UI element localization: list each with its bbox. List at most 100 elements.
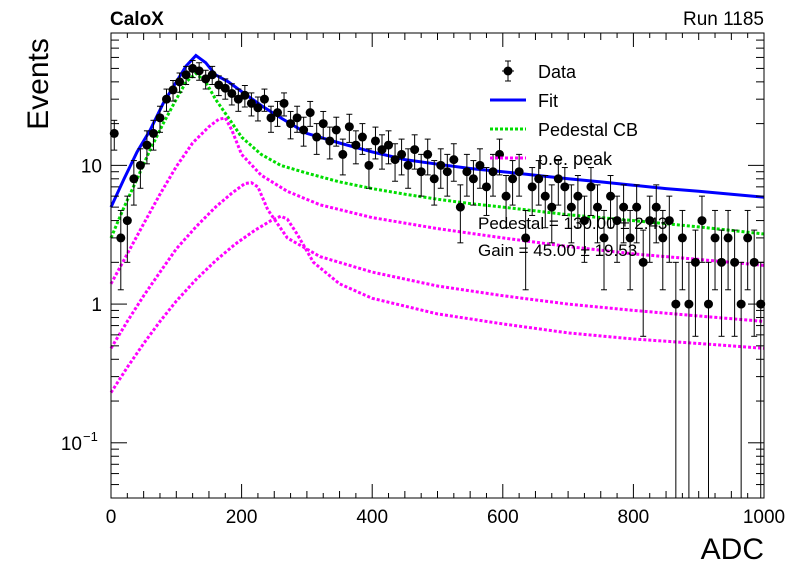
data-point <box>455 184 465 244</box>
data-point <box>266 105 276 133</box>
data-point <box>573 175 583 229</box>
data-point <box>508 160 518 206</box>
legend-entry: Data <box>502 60 577 82</box>
data-point <box>279 92 289 117</box>
data-point <box>142 130 152 165</box>
data-point <box>592 184 602 244</box>
data-point <box>553 160 563 206</box>
data-point <box>579 195 589 263</box>
data-point <box>175 72 185 93</box>
series-curve-5 <box>109 214 765 394</box>
data-point <box>710 209 720 291</box>
data-point <box>658 209 668 291</box>
chart-title-right: Run 1185 <box>683 9 764 30</box>
data-point <box>312 123 322 155</box>
data-point <box>292 105 302 133</box>
data-point <box>344 113 354 143</box>
y-tick-exponent: −1 <box>83 429 98 444</box>
data-point <box>436 148 446 189</box>
data-point <box>273 100 283 127</box>
legend-label: p.e. peak <box>538 149 613 169</box>
data-point <box>220 78 230 100</box>
data-point <box>122 195 132 263</box>
legend-label: Pedestal CB <box>538 120 638 140</box>
data-point <box>645 195 655 263</box>
data-point <box>540 175 550 229</box>
data-point <box>338 138 348 176</box>
data-point <box>501 175 511 229</box>
data-point <box>684 261 694 499</box>
data-point <box>703 261 713 499</box>
data-point <box>129 160 139 206</box>
x-axis-label: ADC <box>701 533 764 566</box>
data-point <box>397 138 407 176</box>
legend: Data Fit Pedestal CB p.e. peak <box>490 60 638 169</box>
legend-label: Data <box>538 62 577 82</box>
data-point <box>162 88 172 112</box>
data-point <box>181 65 191 85</box>
data-point <box>514 153 524 197</box>
data-point <box>135 148 145 189</box>
legend-entry: Fit <box>490 91 558 111</box>
data-point <box>632 184 642 244</box>
data-point <box>227 83 237 106</box>
data-point <box>246 92 256 117</box>
data-point <box>429 160 439 206</box>
data-point <box>743 209 753 291</box>
data-point <box>168 79 178 102</box>
data-point <box>638 229 648 337</box>
data-point <box>475 148 485 189</box>
data-point <box>723 209 733 291</box>
data-point <box>207 65 217 85</box>
x-tick-label: 0 <box>106 507 117 528</box>
data-point <box>259 88 269 112</box>
data-point <box>299 116 309 147</box>
data-point <box>625 209 635 291</box>
data-point <box>286 110 296 140</box>
data-point <box>488 153 498 197</box>
data-point <box>377 134 387 170</box>
data-point <box>442 153 452 197</box>
data-point <box>586 167 596 216</box>
data-point <box>423 138 433 176</box>
data-point <box>240 84 250 108</box>
data-point <box>351 130 361 165</box>
data-point <box>357 123 367 155</box>
y-tick-label: 10 <box>81 156 102 177</box>
data-point <box>233 88 243 112</box>
data-point <box>547 184 557 244</box>
data-point <box>690 229 700 337</box>
data-point <box>384 130 394 165</box>
data-point <box>410 134 420 170</box>
data-point <box>560 167 570 216</box>
data-point <box>403 148 413 189</box>
data-point <box>155 105 165 133</box>
legend-entry: Pedestal CB <box>490 120 638 140</box>
series-curve-2 <box>109 71 765 239</box>
data-point <box>148 119 158 151</box>
x-tick-label: 400 <box>356 507 388 528</box>
y-tick-label: 10 <box>61 434 82 455</box>
data-point <box>481 167 491 216</box>
data-point <box>449 143 459 182</box>
data-point <box>370 126 380 160</box>
data-point <box>416 153 426 197</box>
data-point <box>390 143 400 182</box>
data-point <box>527 167 537 216</box>
data-point <box>253 96 263 122</box>
data-point <box>109 119 119 151</box>
data-point <box>194 62 204 81</box>
data-point <box>468 160 478 206</box>
data-point <box>619 184 629 244</box>
data-point <box>651 184 661 244</box>
x-tick-label: 200 <box>226 507 258 528</box>
data-point <box>664 195 674 263</box>
data-point <box>736 261 746 499</box>
x-tick-label: 800 <box>618 507 650 528</box>
series-curve-4 <box>109 181 765 350</box>
data-point <box>305 100 315 127</box>
data-point <box>749 229 759 337</box>
data-point <box>606 175 616 229</box>
